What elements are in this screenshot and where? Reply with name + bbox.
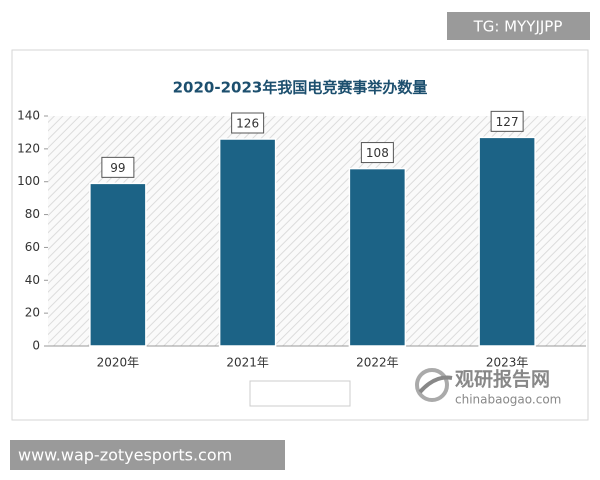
x-tick-label: 2022年 — [356, 356, 399, 370]
logo-icon — [418, 375, 453, 394]
logo-url: chinabaogao.com — [455, 393, 561, 407]
y-tick-label: 140 — [17, 109, 40, 123]
bar — [348, 167, 407, 347]
y-tick-label: 80 — [25, 207, 40, 221]
chart: 0 20 40 60 80 100 120 140 2020年 2021年 2022年 2023年 99… — [17, 109, 586, 401]
data-label-box — [231, 112, 265, 134]
legend-box — [249, 380, 351, 407]
watermark-box — [10, 440, 285, 470]
x-tick-label: 2021年 — [226, 356, 269, 370]
chart-title: 2020-2023年我国电竞赛事举办数量 — [173, 79, 428, 97]
watermark-text: TG: MYYJJPP — [473, 18, 563, 36]
data-label-box — [490, 110, 524, 132]
bar — [218, 138, 277, 347]
y-tick-label: 60 — [25, 240, 40, 254]
data-label: 126 — [236, 117, 259, 131]
watermark-text: www.wap-zotyesports.com — [18, 446, 232, 465]
logo-name: 观研报告网 — [455, 368, 550, 391]
data-label-box — [101, 156, 135, 178]
y-tick-label: 20 — [25, 306, 40, 320]
x-tick-label: 2023年 — [486, 356, 529, 370]
y-tick-label: 100 — [17, 174, 40, 188]
data-label: 127 — [496, 115, 519, 129]
data-label: 99 — [110, 161, 125, 175]
data-label-box — [360, 142, 394, 164]
y-tick-label: 0 — [32, 339, 40, 353]
logo: 观研报告网 chinabaogao.com — [415, 368, 561, 407]
y-tick-label: 40 — [25, 273, 40, 287]
data-label: 108 — [366, 146, 389, 160]
x-tick-label: 2020年 — [97, 356, 140, 370]
y-tick-label: 120 — [17, 141, 40, 155]
bar — [89, 182, 147, 347]
logo-icon — [415, 368, 449, 402]
bar — [478, 136, 536, 347]
watermark-box — [447, 12, 590, 40]
